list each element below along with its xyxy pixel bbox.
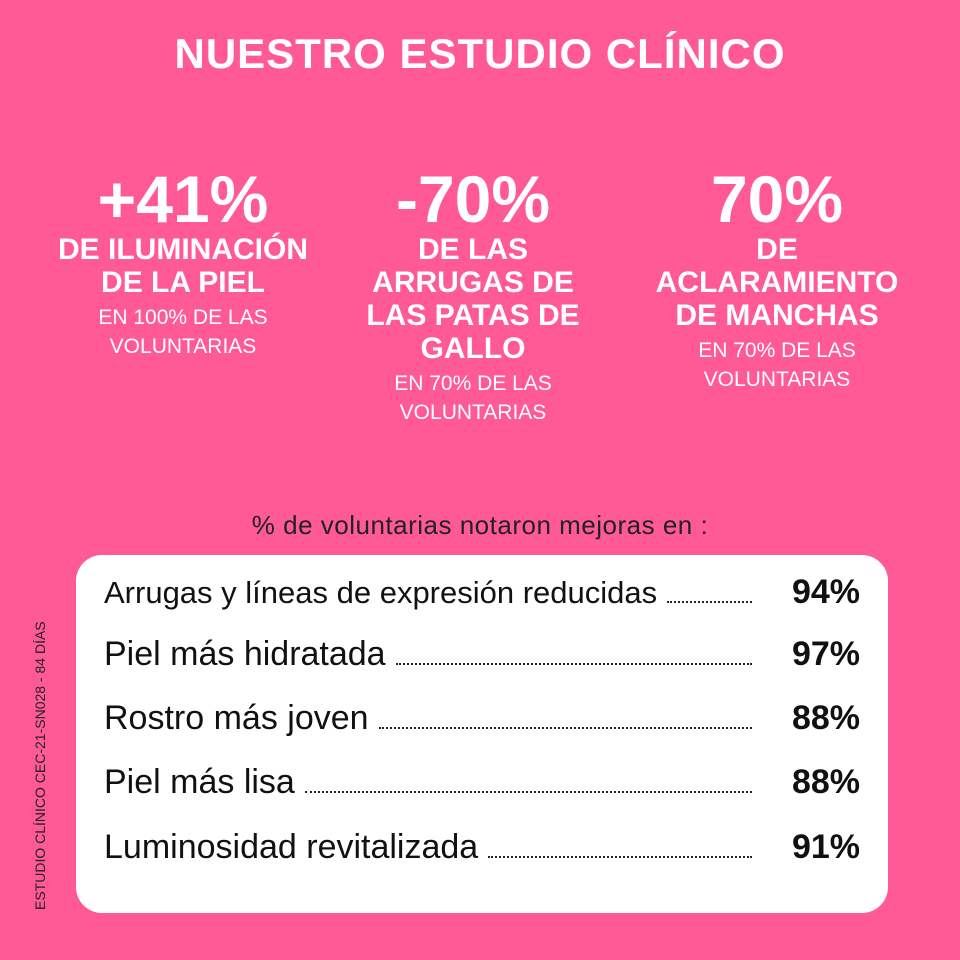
result-value: 97% bbox=[791, 635, 860, 673]
result-value: 91% bbox=[791, 828, 860, 866]
result-label: Luminosidad revitalizada bbox=[104, 828, 479, 866]
study-reference: ESTUDIO CLÍNICO CEC-21-SN028 - 84 DÍAS bbox=[32, 621, 48, 910]
stat-value: -70% bbox=[395, 162, 551, 236]
stat-label: DE ILUMINACIÓN DE LA PIEL bbox=[58, 233, 308, 299]
result-row: Piel más lisa 88% bbox=[104, 763, 860, 802]
result-row: Piel más hidratada 97% bbox=[104, 635, 860, 674]
stat-label: DE ACLARAMIENTO DE MANCHAS bbox=[655, 233, 899, 332]
result-row: Arrugas y líneas de expresión reducidas … bbox=[104, 573, 860, 612]
dot-leader bbox=[395, 662, 752, 665]
result-label: Rostro más joven bbox=[104, 699, 369, 737]
page-title: NUESTRO ESTUDIO CLÍNICO bbox=[174, 30, 786, 77]
stat-spots: 70% DE ACLARAMIENTO DE MANCHAS EN 70% DE… bbox=[656, 165, 899, 394]
result-value: 94% bbox=[791, 573, 860, 611]
result-value: 88% bbox=[791, 699, 860, 737]
dot-leader bbox=[488, 855, 752, 858]
result-value: 88% bbox=[791, 763, 860, 801]
stat-note: EN 70% DE LAS VOLUNTARIAS bbox=[698, 339, 856, 391]
stat-value: 70% bbox=[710, 162, 844, 236]
result-row: Luminosidad revitalizada 91% bbox=[104, 828, 860, 867]
dot-leader bbox=[378, 726, 752, 729]
stat-wrinkles: -70% DE LAS ARRUGAS DE LAS PATAS DE GALL… bbox=[366, 165, 579, 427]
stat-note: EN 70% DE LAS VOLUNTARIAS bbox=[394, 372, 552, 424]
dot-leader bbox=[667, 600, 752, 603]
stat-illumination: +41% DE ILUMINACIÓN DE LA PIEL EN 100% D… bbox=[58, 165, 308, 361]
stat-note: EN 100% DE LAS VOLUNTARIAS bbox=[98, 306, 268, 358]
result-row: Rostro más joven 88% bbox=[104, 699, 860, 738]
results-caption: % de voluntarias notaron mejoras en : bbox=[251, 510, 709, 540]
result-label: Piel más hidratada bbox=[104, 635, 386, 673]
stat-label: DE LAS ARRUGAS DE LAS PATAS DE GALLO bbox=[366, 233, 580, 365]
result-label: Arrugas y líneas de expresión reducidas bbox=[104, 575, 658, 610]
dot-leader bbox=[304, 790, 752, 793]
results-box: Arrugas y líneas de expresión reducidas … bbox=[76, 555, 888, 913]
stat-value: +41% bbox=[97, 162, 269, 236]
result-label: Piel más lisa bbox=[104, 763, 295, 801]
